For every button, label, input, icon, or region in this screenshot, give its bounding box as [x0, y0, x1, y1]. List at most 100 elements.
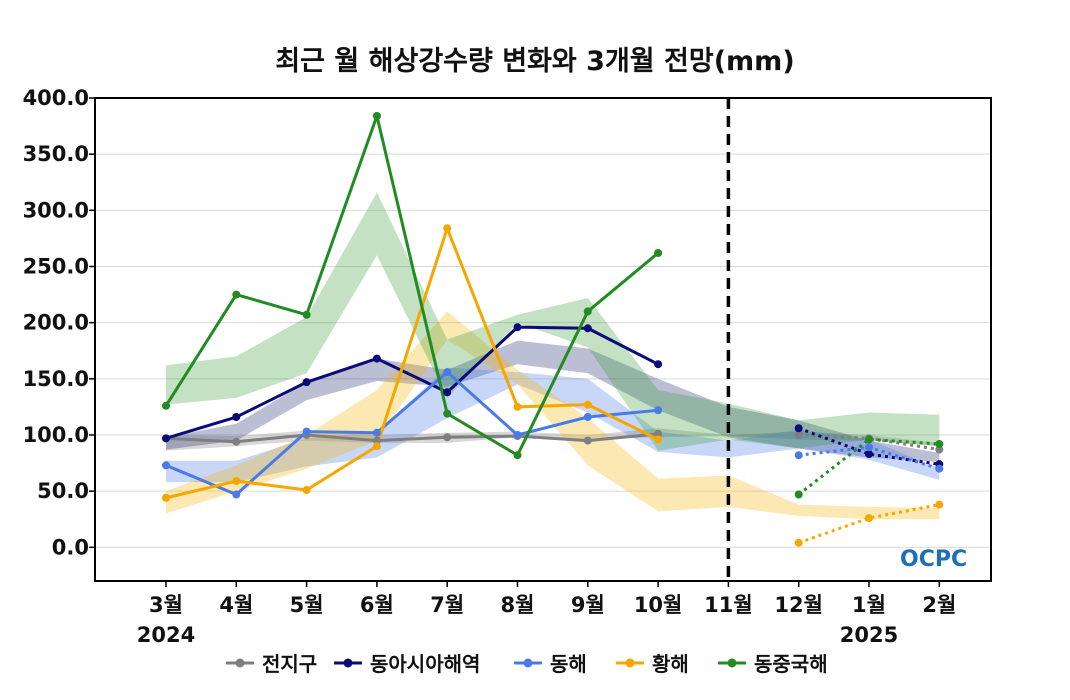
point-동아시아해역 [232, 413, 241, 422]
point-전지구 [654, 429, 663, 438]
point-동해 [302, 427, 311, 436]
x-tick-label: 11월 [704, 593, 753, 617]
y-tick-label: 0.0 [52, 535, 89, 559]
legend-item-동해: 동해 [514, 652, 587, 676]
point-동아시아해역 [302, 378, 311, 387]
line-황해 [165, 226, 659, 500]
x-tick-label: 6월 [360, 593, 394, 617]
point-동해 [583, 413, 592, 422]
point-황해 [372, 442, 381, 451]
band-동해 [166, 367, 940, 483]
line-동아시아해역 [165, 325, 659, 440]
band-황해 [166, 311, 940, 520]
point-전지구 [935, 445, 944, 454]
legend-marker [625, 658, 635, 668]
legend-label: 동중국해 [754, 652, 828, 676]
legend-label: 전지구 [262, 652, 317, 676]
point-동중국해 [794, 490, 803, 499]
point-황해 [794, 538, 803, 547]
point-동아시아해역 [794, 424, 803, 433]
x-tick-label: 1월 [852, 593, 886, 617]
legend-label: 동해 [550, 652, 587, 676]
legend-item-동중국해: 동중국해 [718, 652, 828, 676]
legend-item-동아시아해역: 동아시아해역 [334, 652, 480, 676]
legend-label: 황해 [652, 652, 689, 676]
point-황해 [162, 493, 170, 502]
point-동중국해 [302, 310, 311, 319]
x-tick-label: 10월 [634, 593, 683, 617]
point-동아시아해역 [513, 323, 522, 332]
point-전지구 [794, 430, 803, 439]
ocpc-logo: OCPC [900, 547, 967, 572]
y-tick-label: 300.0 [23, 198, 89, 222]
point-동해 [865, 443, 873, 452]
point-동중국해 [865, 435, 873, 444]
x-tick-label: 4월 [219, 593, 253, 617]
point-동해 [443, 368, 452, 377]
point-동중국해 [232, 290, 241, 299]
legend-marker [727, 658, 737, 668]
point-동해 [162, 461, 170, 470]
point-황해 [443, 224, 452, 233]
y-tick-label: 400.0 [23, 86, 89, 110]
line-동중국해 [164, 114, 660, 457]
point-전지구 [443, 433, 452, 442]
y-axis-ticks: 0.0 50.0 100.0 150.0 200.0 250.0 300.0 350.0 400… [23, 86, 95, 559]
point-동아시아해역 [865, 450, 873, 459]
point-동중국해 [162, 401, 170, 410]
point-전지구 [232, 437, 241, 446]
point-동중국해 [935, 439, 944, 448]
logo-text: OCPC [900, 547, 967, 572]
plot-frame [94, 97, 992, 582]
point-전지구 [372, 436, 381, 445]
year-label: 2025 [840, 623, 898, 647]
point-황해 [654, 435, 663, 444]
x-axis-ticks: 3월 4월 5월 6월 7월 8월 9월 10월 11월 12월 1월 2월 2024 2025 [137, 581, 956, 647]
point-동아시아해역 [654, 360, 663, 369]
point-동중국해 [654, 249, 663, 258]
x-tick-label: 3월 [149, 593, 183, 617]
chart-title: 최근 월 해상강수량 변화와 3개월 전망(mm) [275, 46, 794, 77]
series-lines [164, 114, 940, 545]
y-tick-label: 250.0 [23, 254, 89, 278]
point-동해 [794, 451, 803, 460]
point-동해 [372, 428, 381, 437]
year-label: 2024 [137, 623, 195, 647]
y-tick-label: 350.0 [23, 142, 89, 166]
line-전지구 [165, 432, 659, 444]
point-황해 [865, 514, 873, 523]
band-동중국해 [166, 192, 940, 451]
legend: 전지구 동아시아해역 동해 황해 동중국해 [226, 652, 828, 676]
point-황해 [232, 477, 241, 486]
x-tick-label: 12월 [774, 593, 823, 617]
point-황해 [583, 400, 592, 409]
x-tick-label: 7월 [430, 593, 464, 617]
point-동아시아해역 [583, 324, 592, 333]
point-동아시아해역 [372, 354, 381, 363]
legend-marker [523, 658, 533, 668]
y-tick-label: 100.0 [23, 423, 89, 447]
legend-marker [235, 658, 245, 668]
point-황해 [935, 500, 944, 509]
point-동아시아해역 [443, 388, 452, 397]
band-동아시아해역 [166, 340, 940, 462]
x-tick-label: 8월 [501, 593, 535, 617]
point-동중국해 [513, 451, 522, 460]
legend-item-전지구: 전지구 [226, 652, 317, 676]
y-tick-label: 50.0 [37, 479, 89, 503]
point-동해 [232, 490, 241, 499]
y-tick-label: 200.0 [23, 311, 89, 335]
point-동해 [935, 464, 944, 473]
point-황해 [513, 402, 522, 411]
point-동아시아해역 [162, 434, 170, 443]
point-동중국해 [443, 409, 452, 418]
legend-label: 동아시아해역 [370, 652, 480, 676]
series-points [162, 111, 944, 547]
legend-item-황해: 황해 [616, 652, 689, 676]
point-동중국해 [372, 111, 381, 120]
point-전지구 [583, 436, 592, 445]
x-tick-label: 9월 [571, 593, 605, 617]
point-동해 [654, 406, 663, 415]
point-황해 [302, 486, 311, 495]
